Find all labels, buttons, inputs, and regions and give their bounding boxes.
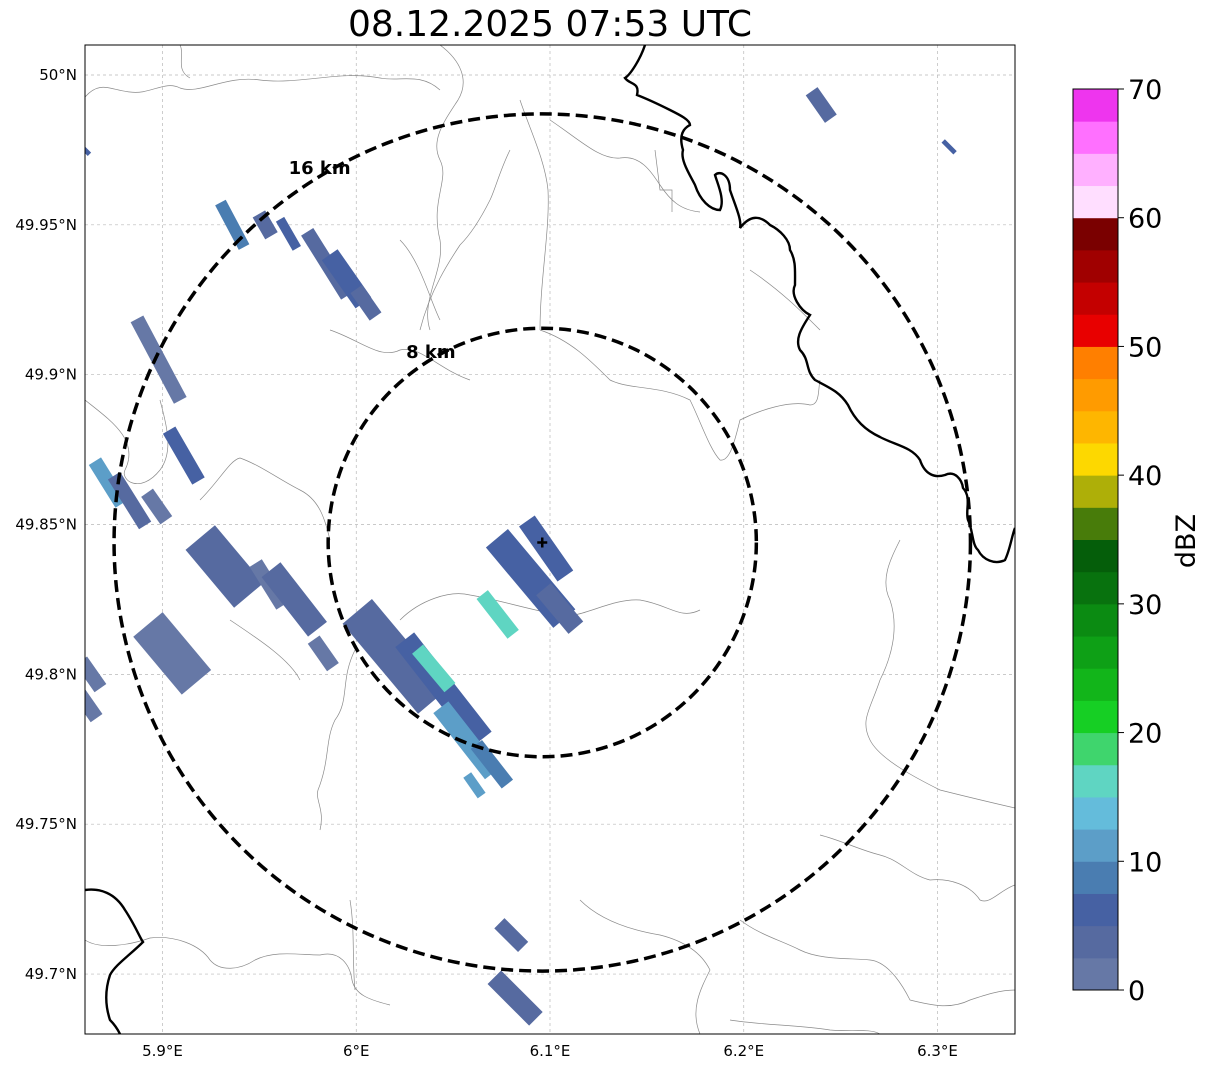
y-tick-label: 49.75°N [15, 815, 77, 833]
colorbar [1072, 88, 1119, 991]
echo-cell-18 [342, 599, 448, 714]
x-tick-label: 6.2°E [723, 1042, 764, 1060]
x-tick-label: 5.9°E [142, 1042, 183, 1060]
colorbar-segment-12 [1073, 571, 1118, 605]
colorbar-segment-1 [1073, 925, 1118, 959]
x-tick-label: 6°E [343, 1042, 370, 1060]
colorbar-segment-9 [1073, 668, 1118, 701]
radar-site-marker [537, 537, 548, 548]
echo-cell-29 [487, 970, 543, 1026]
echo-cell-31 [941, 139, 957, 155]
echo-cell-17 [85, 686, 103, 723]
colorbar-segment-5 [1073, 796, 1118, 830]
colorbar-segment-7 [1073, 732, 1118, 766]
y-axis-ticks: 50°N 49.95°N 49.9°N 49.85°N 49.8°N 49.75°N 49.… [15, 66, 77, 983]
colorbar-tick-label: 10 [1128, 847, 1162, 878]
echo-cell-1 [252, 210, 278, 240]
echo-cell-7 [162, 426, 205, 485]
echo-cell-15 [133, 612, 212, 695]
echo-cell-27 [536, 582, 584, 634]
regional-boundaries [85, 45, 1015, 1034]
colorbar-tick-label: 60 [1128, 204, 1162, 235]
y-tick-label: 49.95°N [15, 216, 77, 234]
colorbar-tick-label: 30 [1128, 590, 1162, 621]
colorbar-segment-13 [1073, 539, 1118, 573]
colorbar-tick-label: 40 [1128, 461, 1162, 492]
colorbar-segment-22 [1073, 249, 1118, 283]
colorbar-segment-2 [1073, 893, 1118, 927]
colorbar-segment-25 [1073, 153, 1118, 187]
colorbar-frame [1072, 88, 1119, 991]
map-title: 08.12.2025 07:53 UTC [347, 4, 753, 45]
echo-cell-26 [519, 515, 574, 582]
colorbar-segment-18 [1073, 378, 1118, 412]
echo-cell-2 [275, 216, 301, 251]
colorbar-segment-14 [1073, 507, 1118, 540]
colorbar-segment-6 [1073, 764, 1118, 798]
colorbar-ticks: 0 10 20 30 40 50 60 70 [1118, 75, 1162, 1007]
echo-cell-10 [141, 488, 173, 525]
x-tick-label: 6.1°E [530, 1042, 571, 1060]
colorbar-tick-label: 20 [1128, 719, 1162, 750]
y-tick-label: 49.85°N [15, 516, 77, 534]
colorbar-segment-27 [1073, 89, 1118, 122]
colorbar-label: dBZ [1171, 514, 1202, 568]
echo-cell-30 [805, 87, 837, 123]
colorbar-tick-label: 70 [1128, 75, 1162, 106]
echo-cell-32 [85, 143, 92, 157]
y-tick-label: 50°N [39, 66, 77, 84]
colorbar-segment-24 [1073, 185, 1118, 219]
echo-cell-5 [350, 284, 382, 321]
colorbar-segment-3 [1073, 861, 1118, 894]
y-tick-label: 49.8°N [25, 665, 77, 683]
colorbar-segment-26 [1073, 121, 1118, 154]
colorbar-tick-label: 0 [1128, 976, 1145, 1007]
colorbar-segment-11 [1073, 603, 1118, 637]
echo-cell-11 [185, 525, 264, 608]
colorbar-segment-10 [1073, 636, 1118, 669]
echo-cell-16 [85, 656, 107, 693]
map-frame [84, 44, 1016, 1035]
gridlines [85, 45, 1015, 1034]
x-axis-ticks: 5.9°E 6°E 6.1°E 6.2°E 6.3°E [142, 1042, 958, 1060]
echo-cell-23 [463, 772, 486, 799]
echo-cell-22 [470, 740, 514, 789]
colorbar-segment-19 [1073, 346, 1118, 380]
echo-cell-28 [494, 918, 529, 953]
colorbar-segment-23 [1073, 217, 1118, 251]
range-ring-1 [326, 326, 759, 759]
range-ring-0 [112, 112, 973, 973]
echo-cell-24 [476, 590, 519, 639]
echo-cell-14 [307, 635, 339, 672]
range-ring-label: 8 km [406, 342, 456, 363]
colorbar-segment-0 [1073, 957, 1118, 991]
y-tick-label: 49.9°N [25, 366, 77, 384]
echo-cell-6 [130, 315, 187, 404]
colorbar-tick-label: 50 [1128, 332, 1162, 363]
range-rings: 16 km 8 km [112, 112, 973, 973]
colorbar-segment-15 [1073, 475, 1118, 508]
colorbar-segment-16 [1073, 442, 1118, 476]
colorbar-segment-17 [1073, 410, 1118, 444]
colorbar-segment-4 [1073, 829, 1118, 862]
national-borders [85, 45, 1015, 1034]
x-tick-label: 6.3°E [917, 1042, 958, 1060]
range-ring-label: 16 km [289, 158, 351, 179]
y-tick-label: 49.7°N [25, 965, 77, 983]
echo-cell-9 [107, 471, 152, 530]
map-area[interactable]: 16 km 8 km [71, 45, 1015, 1034]
colorbar-segment-21 [1073, 282, 1118, 315]
echo-cell-13 [261, 562, 327, 637]
echo-cell-20 [412, 644, 456, 693]
colorbar-segment-8 [1073, 700, 1118, 734]
colorbar-segment-20 [1073, 314, 1118, 347]
